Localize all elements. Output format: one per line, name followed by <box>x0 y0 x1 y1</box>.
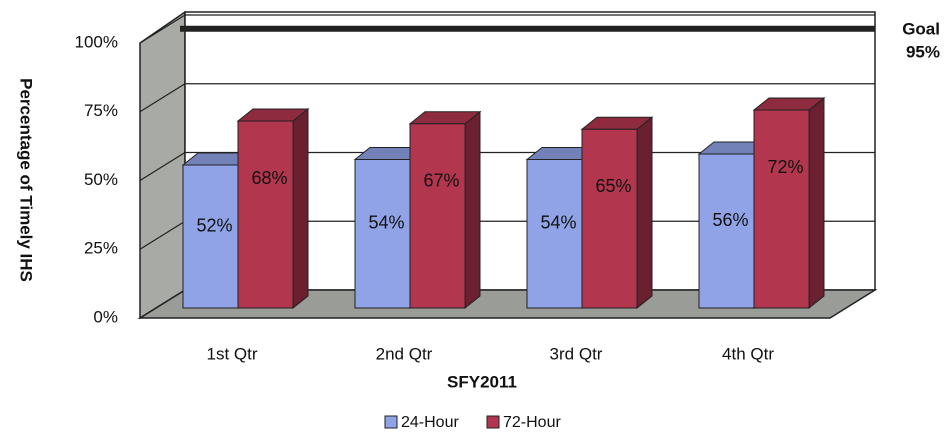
bar <box>354 159 411 309</box>
y-tick-label: 0% <box>93 307 118 326</box>
y-axis-title: Percentage of Timely IHS <box>17 78 36 282</box>
goal-value-label: 95% <box>906 42 940 61</box>
x-tick-label: 4th Qtr <box>722 344 774 363</box>
data-label: 65% <box>595 176 631 196</box>
goal-label: Goal <box>902 19 940 38</box>
x-axis-title: SFY2011 <box>447 372 517 391</box>
grid-line <box>139 83 186 113</box>
floor <box>137 289 878 319</box>
bar-side <box>808 96 825 310</box>
bar <box>581 128 638 309</box>
x-tick-label: 2nd Qtr <box>376 344 433 363</box>
left-wall <box>139 10 186 320</box>
data-label: 54% <box>368 213 404 233</box>
bar <box>526 159 583 309</box>
bar-side <box>636 116 653 310</box>
data-label: 56% <box>712 210 748 230</box>
bar-side <box>464 110 481 310</box>
y-tick-label: 50% <box>84 170 118 189</box>
y-tick-label: 100% <box>75 32 118 51</box>
legend-label: 24-Hour <box>401 414 459 431</box>
y-tick-label: 75% <box>84 101 118 120</box>
grid-line <box>139 14 186 44</box>
bar <box>409 123 466 309</box>
bar <box>237 120 294 309</box>
data-label: 67% <box>423 171 459 191</box>
legend-swatch <box>384 415 398 429</box>
data-label: 52% <box>196 215 232 235</box>
x-tick-label: 1st Qtr <box>206 344 257 363</box>
legend-swatch <box>486 415 500 429</box>
bar-side <box>292 107 309 310</box>
grid-line <box>139 151 186 182</box>
grid-line <box>139 220 186 250</box>
bar <box>753 109 810 309</box>
bar <box>182 164 239 309</box>
data-label: 72% <box>767 157 803 177</box>
legend-label: 72-Hour <box>503 414 561 431</box>
data-label: 68% <box>251 168 287 188</box>
x-tick-label: 3rd Qtr <box>550 344 603 363</box>
bar <box>698 153 755 309</box>
data-label: 54% <box>540 213 576 233</box>
y-tick-label: 25% <box>84 239 118 258</box>
